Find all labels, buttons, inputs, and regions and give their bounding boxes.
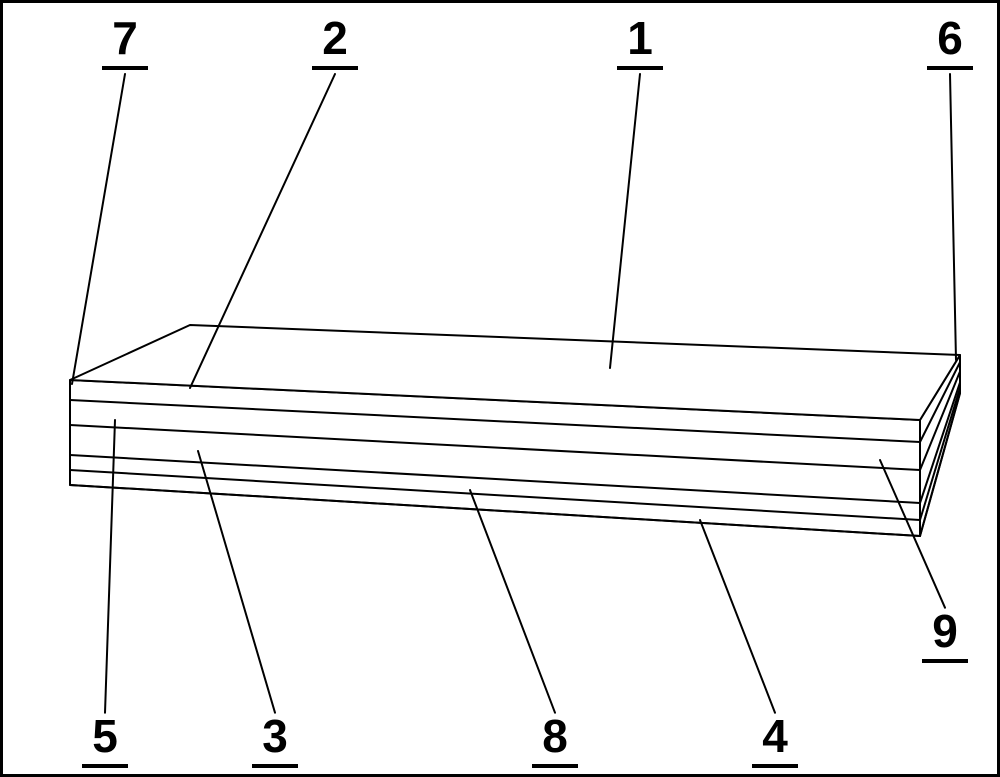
label-7: 7 (112, 12, 138, 64)
leader-4 (700, 520, 775, 713)
label-9: 9 (932, 605, 958, 657)
label-2: 2 (322, 12, 348, 64)
label-1: 1 (627, 12, 653, 64)
label-5: 5 (92, 710, 118, 762)
leader-8 (470, 490, 555, 713)
label-6: 6 (937, 12, 963, 64)
label-3: 3 (262, 710, 288, 762)
leader-7 (72, 74, 125, 384)
leader-1 (610, 74, 640, 368)
leader-6 (950, 74, 956, 360)
diagram-svg: 7 2 1 6 5 3 8 4 9 (0, 0, 1000, 777)
label-4: 4 (762, 710, 788, 762)
label-8: 8 (542, 710, 568, 762)
